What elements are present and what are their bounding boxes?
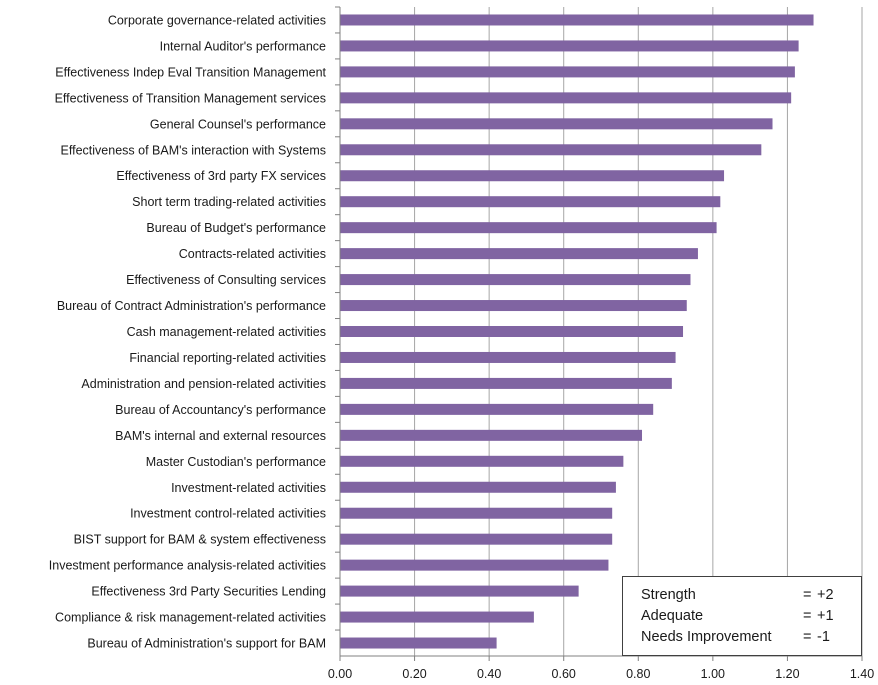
bar <box>340 507 613 519</box>
category-label: Contracts-related activities <box>179 247 326 261</box>
bar <box>340 196 721 208</box>
category-label: Compliance & risk management-related act… <box>55 611 326 625</box>
bar <box>340 170 725 182</box>
x-tick-label: 1.00 <box>701 667 725 681</box>
category-label: Internal Auditor's performance <box>160 39 326 53</box>
legend-label: Needs Improvement <box>641 629 772 645</box>
category-label: Master Custodian's performance <box>146 455 326 469</box>
bar <box>340 377 672 389</box>
bar <box>340 14 814 26</box>
legend-equals: = <box>803 587 812 603</box>
bar <box>340 403 654 415</box>
x-tick-label: 0.80 <box>626 667 650 681</box>
legend-label: Strength <box>641 587 696 603</box>
category-label: BIST support for BAM & system effectiven… <box>74 533 326 547</box>
legend-row-adequate: Adequate = +1 <box>641 606 861 627</box>
legend-row-needs-improvement: Needs Improvement = -1 <box>641 627 861 648</box>
category-label: Effectiveness of 3rd party FX services <box>116 169 326 183</box>
legend-value: +2 <box>817 587 834 603</box>
bar <box>340 144 762 156</box>
score-legend: Strength = +2 Adequate = +1 Needs Improv… <box>622 576 862 656</box>
bar <box>340 274 691 286</box>
category-label: Corporate governance-related activities <box>108 13 326 27</box>
x-tick-label: 0.40 <box>477 667 501 681</box>
bar <box>340 351 676 363</box>
legend-value: +1 <box>817 608 834 624</box>
bar <box>340 300 687 312</box>
category-label: General Counsel's performance <box>150 117 326 131</box>
x-tick-label: 0.60 <box>552 667 576 681</box>
x-tick-label: 1.20 <box>775 667 799 681</box>
category-label: Bureau of Administration's support for B… <box>87 637 326 651</box>
legend-row-strength: Strength = +2 <box>641 585 861 606</box>
bars <box>340 14 814 649</box>
category-label: Financial reporting-related activities <box>129 351 326 365</box>
category-label: Administration and pension-related activ… <box>81 377 326 391</box>
bar <box>340 118 773 130</box>
bar <box>340 455 624 467</box>
category-label: Effectiveness of Transition Management s… <box>55 91 326 105</box>
bar <box>340 40 799 52</box>
category-label: Bureau of Accountancy's performance <box>115 403 326 417</box>
bar <box>340 326 684 337</box>
legend-equals: = <box>803 629 812 645</box>
bar <box>340 611 534 623</box>
x-tick-label: 0.20 <box>402 667 426 681</box>
bar <box>340 248 698 260</box>
category-label: Investment control-related activities <box>130 507 326 521</box>
category-label: Bureau of Budget's performance <box>146 221 326 235</box>
category-label: Investment-related activities <box>171 481 326 495</box>
legend-value: -1 <box>817 629 830 645</box>
category-label: Effectiveness Indep Eval Transition Mana… <box>55 65 326 79</box>
category-label: BAM's internal and external resources <box>115 429 326 443</box>
category-label: Bureau of Contract Administration's perf… <box>57 299 326 313</box>
category-labels: Corporate governance-related activities I… <box>49 13 327 650</box>
bar <box>340 429 643 441</box>
category-label: Effectiveness of BAM's interaction with … <box>61 143 326 157</box>
bar <box>340 637 497 649</box>
category-label: Effectiveness 3rd Party Securities Lendi… <box>91 585 326 599</box>
category-label: Investment performance analysis-related … <box>49 559 326 573</box>
category-label: Effectiveness of Consulting services <box>126 273 326 287</box>
legend-equals: = <box>803 608 812 624</box>
x-tick-label: 0.00 <box>328 667 352 681</box>
legend-label: Adequate <box>641 608 704 624</box>
category-label: Short term trading-related activities <box>132 195 326 209</box>
category-label: Cash management-related activities <box>127 325 326 339</box>
x-tick-label: 1.40 <box>850 667 874 681</box>
x-tick-labels: 0.00 0.20 0.40 0.60 0.80 1.00 1.20 1.40 <box>328 667 874 681</box>
axes <box>335 6 863 661</box>
bar <box>340 533 613 545</box>
bar <box>340 559 609 571</box>
bar <box>340 585 579 597</box>
bar <box>340 481 616 493</box>
bar <box>340 66 795 78</box>
bar <box>340 222 717 234</box>
bar <box>340 92 792 104</box>
